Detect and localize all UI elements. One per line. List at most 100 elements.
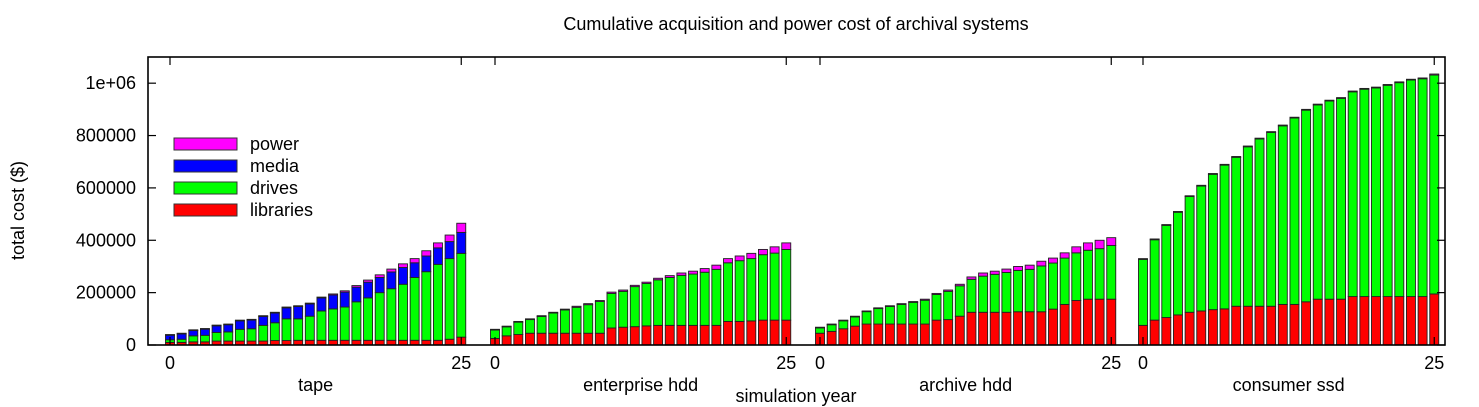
bar-segment-power: [559, 308, 570, 311]
bar-segment-power: [653, 277, 664, 281]
group-label: consumer ssd: [1233, 375, 1345, 395]
bar-segment-power: [629, 284, 640, 288]
legend-label-drives: drives: [250, 178, 298, 198]
bar-segment-libraries: [1149, 319, 1160, 346]
bar-segment-drives: [734, 260, 745, 322]
bar-segment-media: [339, 291, 350, 308]
bar-segment-drives: [536, 316, 547, 334]
bar-segment-power: [1242, 145, 1253, 148]
bar-segment-power: [1172, 211, 1183, 213]
bar-segment-power: [258, 315, 269, 317]
bar-segment-power: [908, 301, 919, 303]
legend-swatch-power: [173, 137, 238, 151]
bar-segment-drives: [1036, 265, 1047, 313]
bar-segment-power: [943, 289, 954, 292]
bar-segment-power: [1347, 90, 1358, 93]
bar-segment-drives: [919, 299, 930, 325]
bar-segment-libraries: [1082, 298, 1093, 346]
bar-segment-drives: [838, 320, 849, 330]
bar-segment-media: [223, 324, 234, 333]
bar-segment-power: [1254, 137, 1265, 140]
bar-segment-libraries: [606, 327, 617, 346]
bar-segment-power: [699, 268, 710, 273]
bar-segment-drives: [444, 258, 455, 340]
bar-segment-power: [1059, 252, 1070, 259]
bar-segment-drives: [826, 324, 837, 332]
bar-segment-libraries: [548, 332, 559, 346]
bar-segment-libraries: [664, 324, 675, 346]
bar-segment-drives: [1371, 87, 1381, 298]
bar-segment-libraries: [1172, 314, 1183, 346]
bar-segment-power: [1405, 78, 1416, 81]
bar-segment-libraries: [676, 324, 687, 346]
y-tick-label: 800000: [76, 126, 136, 146]
bar-segment-libraries: [1417, 296, 1428, 346]
bar-segment-libraries: [1184, 311, 1195, 346]
bar-segment-libraries: [1024, 311, 1035, 346]
bar-segment-power: [734, 255, 745, 262]
bar-segment-power: [1184, 195, 1195, 198]
plot-frame: [147, 56, 1446, 346]
bar-segment-drives: [1289, 117, 1300, 305]
bar-segment-drives: [1266, 131, 1277, 307]
bar-segment-libraries: [884, 323, 895, 346]
bar-segment-libraries: [618, 326, 629, 346]
bar-segment-drives: [501, 326, 512, 337]
bar-segment-power: [246, 318, 257, 321]
bar-segment-power: [931, 292, 942, 295]
bar-segment-drives: [258, 324, 269, 342]
bar-segment-power: [211, 324, 222, 327]
bar-segment-drives: [1196, 185, 1207, 312]
bar-segment-power: [1394, 81, 1405, 84]
bar-segment-libraries: [734, 320, 745, 346]
bar-segment-libraries: [850, 325, 860, 346]
bar-segment-media: [234, 320, 245, 330]
bar-segment-libraries: [1371, 296, 1381, 346]
bar-segment-power: [1161, 224, 1172, 226]
bar-segment-drives: [199, 334, 210, 343]
bar-segment-libraries: [583, 332, 594, 346]
bar-segment-drives: [746, 258, 757, 322]
bar-segment-power: [1301, 108, 1312, 111]
bar-segment-drives: [304, 315, 315, 341]
bar-segment-libraries: [444, 338, 455, 346]
bar-segment-power: [234, 319, 245, 322]
bar-group-archive-hdd: [815, 237, 1117, 346]
bar-segment-drives: [1417, 78, 1428, 298]
bar-segment-drives: [664, 277, 675, 326]
bar-segment-power: [1082, 242, 1093, 251]
bar-segment-media: [316, 297, 327, 312]
bar-segment-power: [583, 303, 594, 306]
bar-segment-power: [606, 291, 617, 294]
bar-segment-drives: [769, 252, 780, 321]
bar-segment-power: [386, 268, 397, 273]
bar-segment-libraries: [525, 332, 535, 346]
bar-segment-drives: [1172, 211, 1183, 316]
bar-segment-power: [421, 250, 432, 257]
bar-segment-libraries: [641, 325, 652, 346]
bar-segment-drives: [374, 292, 385, 341]
bar-segment-drives: [1106, 245, 1117, 300]
x-tick-label: 0: [815, 353, 825, 373]
bar-segment-libraries: [1207, 309, 1218, 346]
bar-segment-drives: [989, 273, 1000, 313]
bar-segment-power: [1417, 77, 1428, 80]
bar-segment-drives: [1429, 74, 1440, 295]
bar-segment-libraries: [711, 324, 722, 346]
bar-segment-power: [1149, 238, 1160, 241]
bar-segment-power: [293, 305, 304, 307]
bar-segment-power: [444, 234, 455, 243]
bar-segment-power: [1048, 257, 1058, 264]
bar-segment-drives: [884, 306, 895, 325]
bar-segment-drives: [1149, 239, 1160, 321]
bar-segment-drives: [316, 310, 327, 341]
bar-segment-power: [978, 272, 989, 277]
bar-segment-power: [525, 318, 535, 321]
bar-segment-power: [199, 328, 210, 330]
bar-segment-drives: [1071, 252, 1082, 301]
bar-segment-libraries: [1161, 317, 1172, 346]
bar-segment-power: [815, 326, 825, 329]
bar-segment-power: [1231, 156, 1242, 158]
bars-layer: [165, 73, 1440, 346]
